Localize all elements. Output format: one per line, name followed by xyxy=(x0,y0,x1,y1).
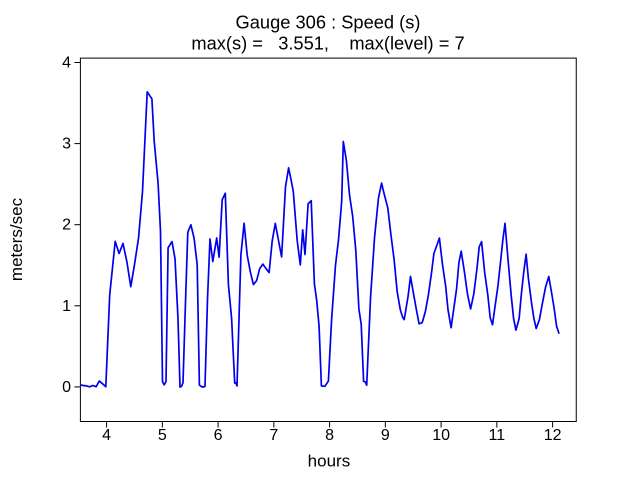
svg-text:10: 10 xyxy=(432,427,450,444)
svg-text:meters/sec: meters/sec xyxy=(7,197,26,281)
svg-text:3: 3 xyxy=(62,136,71,153)
svg-text:4: 4 xyxy=(102,427,111,444)
svg-text:hours: hours xyxy=(308,451,351,470)
svg-text:1: 1 xyxy=(62,298,71,315)
svg-text:max(s) = 3.551, max(level: max(s) = 3.551, max(level) = 7 xyxy=(191,33,464,54)
svg-text:4: 4 xyxy=(62,55,71,72)
svg-text:12: 12 xyxy=(544,427,562,444)
svg-text:5: 5 xyxy=(158,427,167,444)
svg-text:6: 6 xyxy=(214,427,223,444)
svg-text:9: 9 xyxy=(381,427,390,444)
svg-text:11: 11 xyxy=(489,427,506,444)
svg-text:Gauge 306 : Speed (s): Gauge 306 : Speed (s) xyxy=(236,12,421,33)
svg-text:0: 0 xyxy=(62,379,71,396)
svg-text:7: 7 xyxy=(269,427,278,444)
svg-text:2: 2 xyxy=(62,217,71,234)
svg-text:8: 8 xyxy=(325,427,334,444)
